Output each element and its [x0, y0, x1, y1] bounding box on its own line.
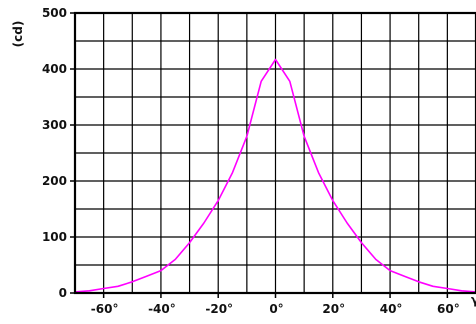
x-tick-label: -40° — [148, 302, 176, 316]
grid — [70, 12, 476, 298]
x-tick-label: 60° — [437, 302, 460, 316]
intensity-curve — [74, 58, 476, 293]
y-tick-label: 500 — [42, 6, 67, 20]
y-tick-label: 400 — [42, 62, 67, 76]
x-tick-label: 20° — [322, 302, 345, 316]
series-layer — [74, 58, 476, 293]
plot-border — [73, 11, 476, 295]
x-tick-label: -20° — [205, 302, 233, 316]
y-tick-label: 300 — [42, 118, 67, 132]
y-tick-label: 200 — [42, 174, 67, 188]
x-tick-label: 0° — [269, 302, 283, 316]
tick-labels: -60° -40° -20° 0° 20° 40° 60° 0 100 200 300 400 500 — [42, 6, 460, 316]
x-axis-unit-label: γ — [471, 293, 476, 307]
y-tick-label: 100 — [42, 230, 67, 244]
x-tick-label: 40° — [380, 302, 403, 316]
y-tick-label: 0 — [59, 286, 67, 300]
plot-frame — [73, 11, 476, 295]
x-tick-label: -60° — [91, 302, 119, 316]
y-axis-unit-label: (cd) — [11, 21, 25, 48]
